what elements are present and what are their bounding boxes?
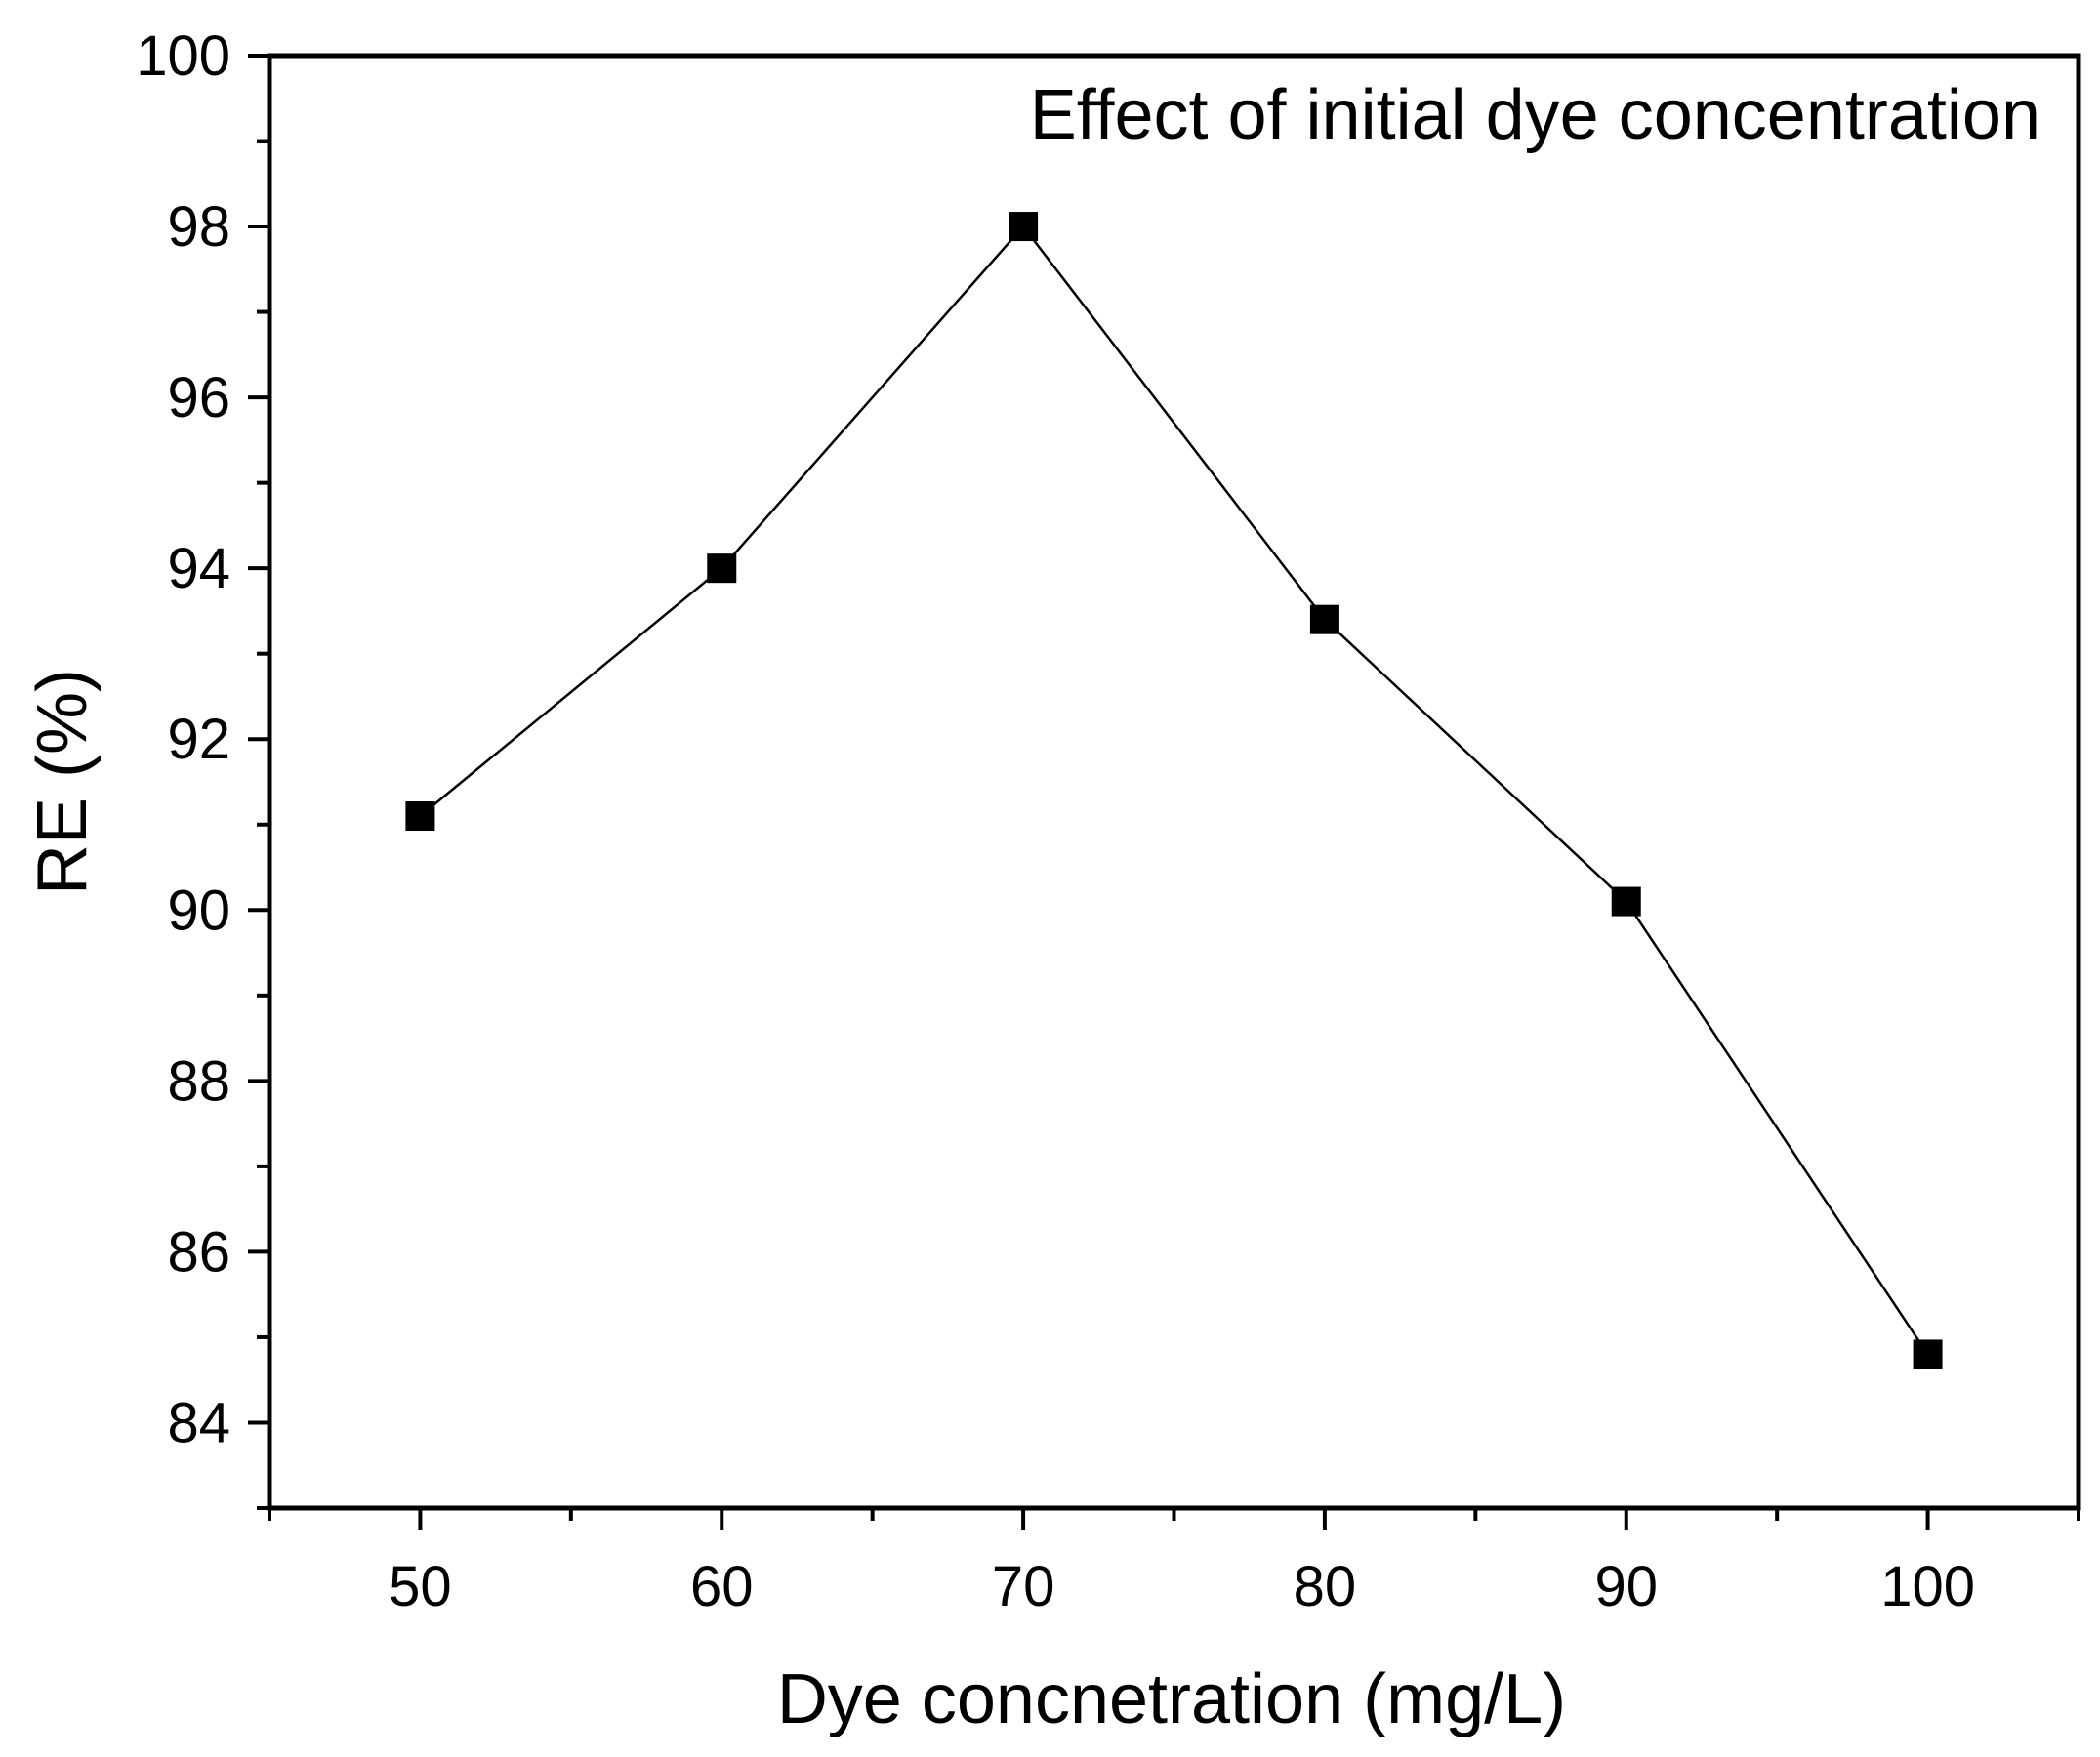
data-point [1309,604,1339,634]
data-point [1009,212,1039,242]
y-tick-label: 98 [167,195,230,259]
data-point [1913,1339,1943,1369]
y-tick-label: 84 [167,1391,230,1454]
series-layer [405,212,1943,1369]
x-tick-label: 50 [389,1555,452,1618]
chart-annotation: Effect of initial dye concentration [1030,76,2040,154]
x-tick-label: 90 [1594,1555,1658,1618]
y-tick-label: 86 [167,1220,230,1284]
y-tick-label: 94 [167,537,230,600]
x-tick-label: 80 [1294,1555,1357,1618]
y-tick-label: 90 [167,878,230,942]
x-axis-title: Dye concnetration (mg/L) [777,1660,1566,1738]
data-point [405,801,435,832]
plot-frame [267,53,2081,1511]
y-tick-label: 100 [136,24,230,88]
series-line [419,225,1929,1356]
data-point [707,553,737,584]
y-axis-title: RE (%) [23,669,102,895]
x-tick-label: 60 [690,1555,754,1618]
y-tick-label: 88 [167,1049,230,1113]
y-tick-label: 92 [167,708,230,771]
data-point [1611,886,1641,917]
ticks-layer: 50 60 70 80 90 100 84 86 88 90 92 94 96 98 100 [136,24,2080,1618]
x-tick-label: 70 [992,1555,1055,1618]
x-tick-label: 100 [1880,1555,1975,1618]
y-tick-label: 96 [167,366,230,429]
